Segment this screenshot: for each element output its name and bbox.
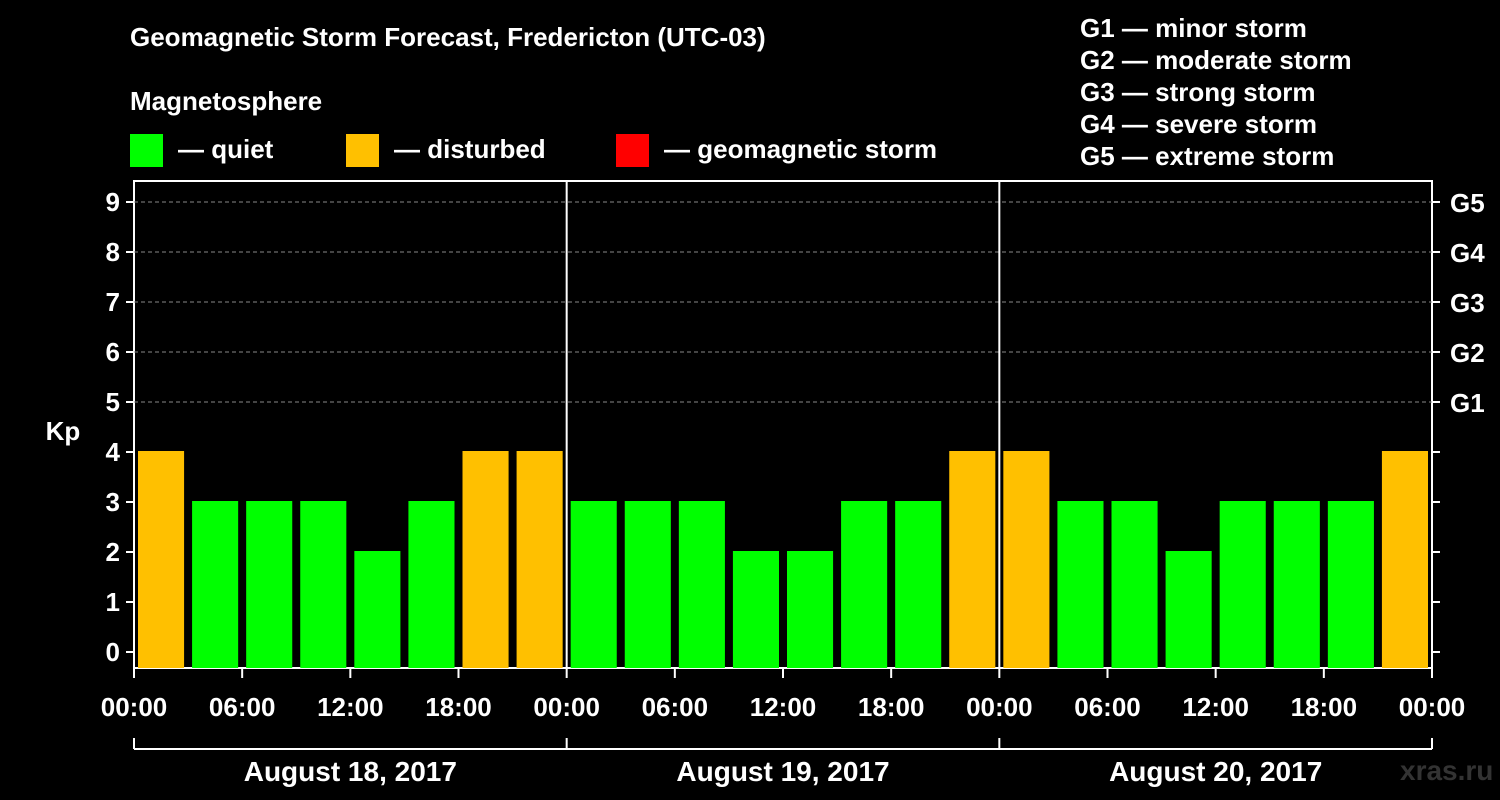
g-legend-g3: G3 — strong storm: [1080, 77, 1316, 107]
kp-bar: [1381, 451, 1428, 668]
x-tick-label: 06:00: [1074, 692, 1141, 722]
x-tick-label: 12:00: [1182, 692, 1249, 722]
legend-swatch-disturbed: [346, 134, 379, 167]
y-tick-label: 4: [106, 437, 121, 467]
kp-bar: [1111, 501, 1158, 668]
legend-label-storm: — geomagnetic storm: [664, 134, 938, 164]
kp-bar: [1057, 501, 1104, 668]
g-scale-label: G1: [1450, 388, 1485, 418]
y-tick-label: 0: [106, 637, 120, 667]
y-tick-label: 3: [106, 487, 120, 517]
g-legend-g2: G2 — moderate storm: [1080, 45, 1352, 75]
x-tick-label: 00:00: [1399, 692, 1466, 722]
kp-bar: [138, 451, 185, 668]
y-tick-label: 7: [106, 287, 120, 317]
kp-bar: [678, 501, 725, 668]
x-tick-label: 12:00: [750, 692, 817, 722]
g-scale-label: G3: [1450, 288, 1485, 318]
kp-bar: [408, 501, 455, 668]
g-legend-g1: G1 — minor storm: [1080, 13, 1307, 43]
y-tick-label: 2: [106, 537, 120, 567]
kp-bar: [570, 501, 617, 668]
kp-bar: [462, 451, 509, 668]
kp-bar: [949, 451, 996, 668]
kp-bar: [246, 501, 293, 668]
kp-bar: [624, 501, 671, 668]
kp-bar: [1327, 501, 1374, 668]
kp-bar: [841, 501, 888, 668]
legend-swatch-quiet: [130, 134, 163, 167]
x-tick-label: 06:00: [642, 692, 709, 722]
x-tick-label: 00:00: [533, 692, 600, 722]
watermark: xras.ru: [1400, 755, 1494, 786]
g-legend-g5: G5 — extreme storm: [1080, 141, 1335, 171]
y-tick-label: 1: [106, 587, 120, 617]
g-scale-label: G5: [1450, 188, 1485, 218]
kp-bar: [1165, 551, 1212, 668]
day-label: August 18, 2017: [244, 756, 457, 787]
day-label: August 19, 2017: [676, 756, 889, 787]
kp-bar: [895, 501, 942, 668]
kp-bar: [732, 551, 779, 668]
y-axis-label: Kp: [46, 416, 81, 446]
x-tick-label: 00:00: [966, 692, 1033, 722]
legend-label-disturbed: — disturbed: [394, 134, 546, 164]
y-tick-label: 9: [106, 187, 120, 217]
kp-bar: [192, 501, 239, 668]
x-tick-label: 18:00: [425, 692, 492, 722]
kp-bar: [1003, 451, 1050, 668]
kp-bar: [516, 451, 563, 668]
x-tick-label: 12:00: [317, 692, 384, 722]
y-tick-label: 5: [106, 387, 120, 417]
kp-bar: [1273, 501, 1320, 668]
x-tick-label: 18:00: [858, 692, 925, 722]
kp-bar: [300, 501, 347, 668]
g-scale-label: G4: [1450, 238, 1485, 268]
x-tick-label: 06:00: [209, 692, 276, 722]
legend-label-quiet: — quiet: [178, 134, 274, 164]
x-tick-label: 00:00: [101, 692, 168, 722]
kp-bar: [1219, 501, 1266, 668]
kp-bar: [354, 551, 401, 668]
y-tick-label: 8: [106, 237, 120, 267]
g-legend-g4: G4 — severe storm: [1080, 109, 1318, 139]
x-tick-label: 18:00: [1291, 692, 1358, 722]
g-scale-label: G2: [1450, 338, 1485, 368]
magnetosphere-label: Magnetosphere: [130, 86, 323, 116]
y-tick-label: 6: [106, 337, 120, 367]
kp-bar: [787, 551, 834, 668]
day-label: August 20, 2017: [1109, 756, 1322, 787]
legend-swatch-storm: [616, 134, 649, 167]
chart-title: Geomagnetic Storm Forecast, Fredericton …: [130, 22, 766, 52]
